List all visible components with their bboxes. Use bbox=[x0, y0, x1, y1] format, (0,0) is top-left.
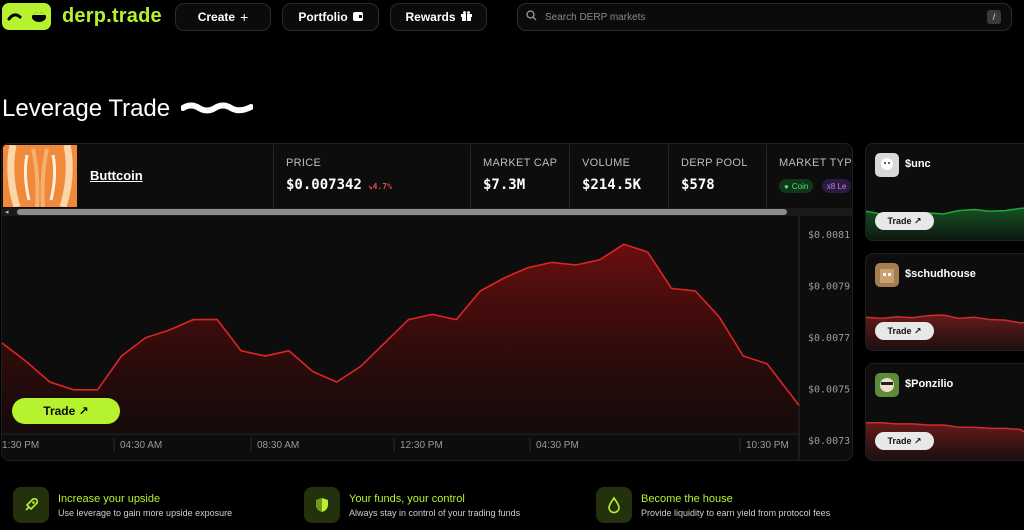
price-chart[interactable]: $0.0081 $0.0079 $0.0077 $0.0075 $0.0073 1:30… bbox=[2, 216, 853, 461]
brand-name[interactable]: derp.trade bbox=[62, 5, 162, 27]
market-card-ponzilio[interactable]: $Ponzilio Trade ↗ bbox=[865, 363, 1024, 461]
price-label: PRICE bbox=[286, 157, 322, 169]
scrollbar-thumb[interactable] bbox=[17, 209, 787, 215]
x-tick-label: 10:30 PM bbox=[746, 440, 789, 451]
feature-upside: Increase your upside Use leverage to gai… bbox=[13, 487, 232, 523]
avatar bbox=[875, 373, 899, 397]
feature-house: Become the house Provide liquidity to ea… bbox=[596, 487, 830, 523]
market-cap-stat: MARKET CAP $7.3M bbox=[470, 145, 569, 209]
price-stat: PRICE $0.007342 ↘4.7% bbox=[273, 145, 470, 209]
type-stat: MARKET TYPE ● Coin x8 Le bbox=[766, 145, 853, 209]
rocket-icon bbox=[13, 487, 49, 523]
leverage-badge: x8 Le bbox=[821, 179, 852, 193]
gift-icon bbox=[460, 10, 472, 24]
market-name: $schudhouse bbox=[905, 268, 976, 280]
trade-button[interactable]: Trade ↗ bbox=[875, 322, 934, 340]
price-change: ↘4.7% bbox=[367, 182, 392, 191]
market-name: $Ponzilio bbox=[905, 378, 954, 390]
search-icon bbox=[526, 8, 537, 26]
feature-desc: Always stay in control of your trading f… bbox=[349, 507, 521, 518]
wallet-icon bbox=[352, 10, 363, 24]
token-name-link[interactable]: Buttcoin bbox=[90, 168, 143, 183]
pool-stat: DERP POOL $578 bbox=[668, 145, 766, 209]
x-tick-label: 04:30 PM bbox=[536, 440, 579, 451]
market-card-schudhouse[interactable]: $schudhouse Trade ↗ bbox=[865, 253, 1024, 351]
horizontal-scrollbar[interactable]: ◂ bbox=[2, 208, 852, 216]
x-tick-label: 08:30 AM bbox=[257, 440, 299, 451]
trade-button[interactable]: Trade ↗ bbox=[875, 432, 934, 450]
feature-title: Increase your upside bbox=[58, 492, 161, 505]
trade-button[interactable]: Trade ↗ bbox=[12, 398, 120, 424]
search-input[interactable] bbox=[545, 11, 979, 23]
feature-title: Your funds, your control bbox=[349, 492, 465, 505]
portfolio-label: Portfolio bbox=[298, 10, 348, 24]
pool-value: $578 bbox=[681, 177, 715, 193]
volume-value: $214.5K bbox=[582, 177, 642, 193]
create-button[interactable]: Create + bbox=[175, 3, 271, 31]
create-label: Create bbox=[197, 10, 236, 24]
y-tick-label: $0.0081 bbox=[808, 230, 850, 241]
redaction-scribble bbox=[181, 102, 253, 114]
market-cap-value: $7.3M bbox=[483, 177, 526, 193]
shortcut-key: / bbox=[987, 10, 1001, 24]
y-tick-label: $0.0079 bbox=[808, 282, 850, 293]
pool-label: DERP POOL bbox=[681, 157, 748, 169]
scroll-left-arrow[interactable]: ◂ bbox=[5, 209, 9, 216]
price-value: $0.007342 bbox=[286, 177, 362, 193]
market-panel: Buttcoin PRICE $0.007342 ↘4.7% MARKET CAP… bbox=[1, 143, 853, 461]
rewards-label: Rewards bbox=[405, 10, 456, 24]
portfolio-button[interactable]: Portfolio bbox=[282, 3, 379, 31]
x-tick-label: 1:30 PM bbox=[2, 440, 39, 451]
x-tick-label: 04:30 AM bbox=[120, 440, 162, 451]
page-title: Leverage Trade bbox=[2, 95, 171, 122]
y-tick-label: $0.0077 bbox=[808, 333, 850, 344]
market-card-unc[interactable]: $unc Trade ↗ bbox=[865, 143, 1024, 241]
trend-line bbox=[866, 314, 1024, 324]
type-label: MARKET TYPE bbox=[779, 157, 853, 169]
plus-icon: + bbox=[240, 9, 249, 25]
volume-stat: VOLUME $214.5K bbox=[569, 145, 668, 209]
market-cap-label: MARKET CAP bbox=[483, 157, 558, 169]
volume-label: VOLUME bbox=[582, 157, 631, 169]
y-tick-label: $0.0073 bbox=[808, 436, 850, 447]
price-area bbox=[2, 244, 799, 434]
token-image[interactable] bbox=[3, 144, 77, 209]
x-tick-label: 12:30 PM bbox=[400, 440, 443, 451]
drop-icon bbox=[596, 487, 632, 523]
feature-desc: Provide liquidity to earn yield from pro… bbox=[641, 507, 831, 518]
shield-icon bbox=[304, 487, 340, 523]
coin-badge-label: Coin bbox=[791, 181, 809, 191]
trend-line bbox=[866, 422, 1024, 433]
logo-icon[interactable] bbox=[2, 3, 51, 30]
coin-icon: ● bbox=[784, 181, 789, 191]
y-tick-label: $0.0075 bbox=[808, 385, 850, 396]
rewards-button[interactable]: Rewards bbox=[390, 3, 487, 31]
feature-control: Your funds, your control Always stay in … bbox=[304, 487, 520, 523]
price-line bbox=[2, 243, 800, 406]
feature-desc: Use leverage to gain more upside exposur… bbox=[58, 507, 233, 518]
market-name: $unc bbox=[905, 158, 931, 170]
search-bar[interactable]: / bbox=[517, 3, 1012, 31]
coin-badge: ● Coin bbox=[779, 179, 814, 193]
feature-title: Become the house bbox=[641, 492, 733, 505]
avatar bbox=[875, 153, 899, 177]
trade-button[interactable]: Trade ↗ bbox=[875, 212, 934, 230]
avatar bbox=[875, 263, 899, 287]
